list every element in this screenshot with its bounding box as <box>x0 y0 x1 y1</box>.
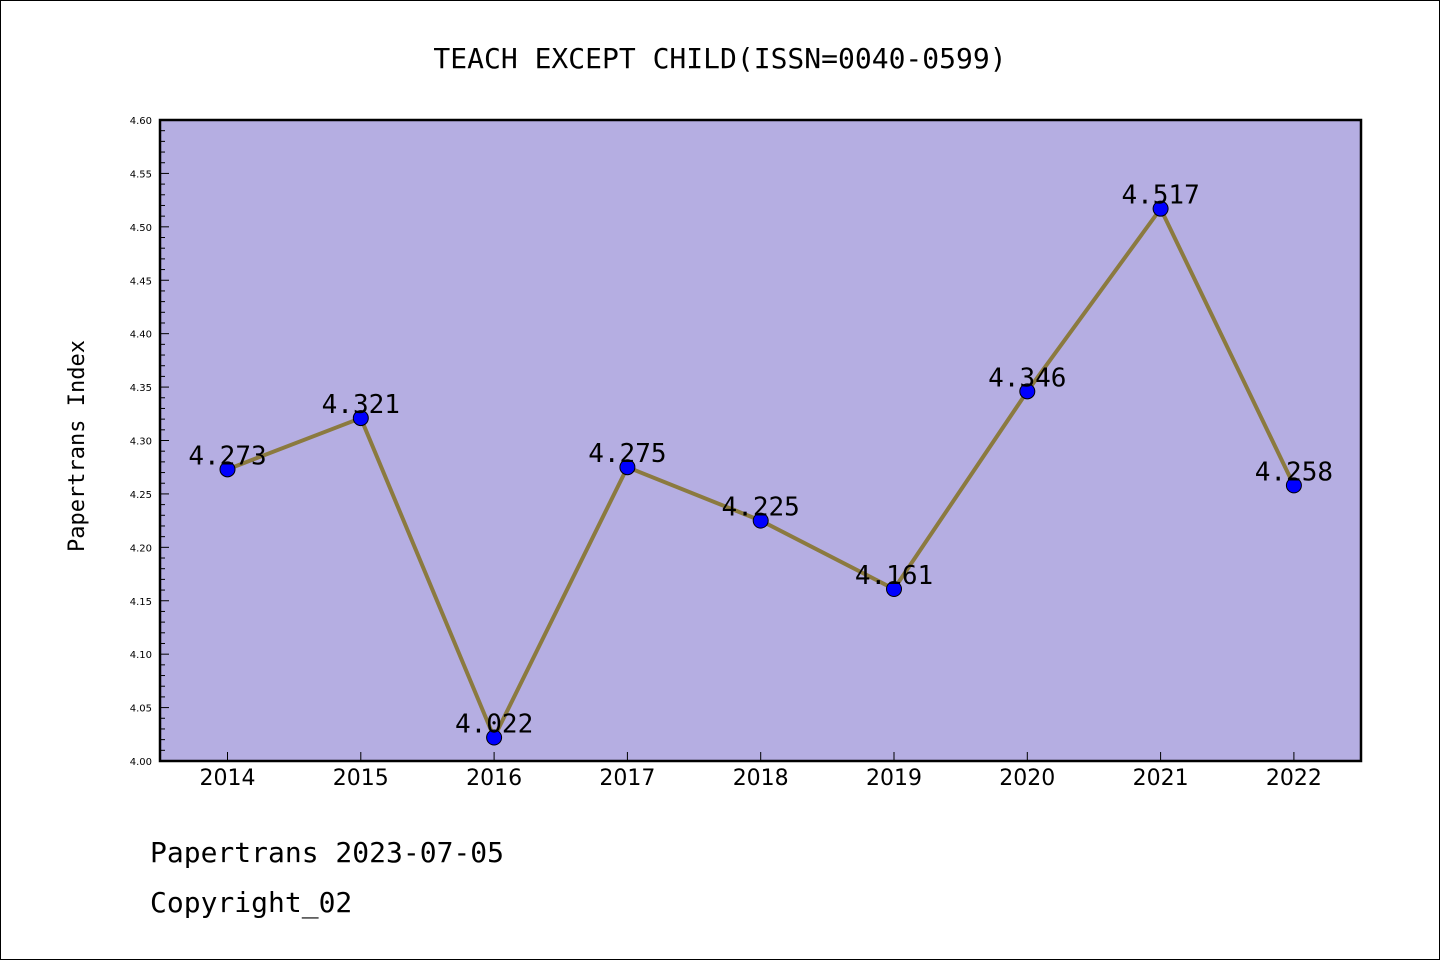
y-tick-label: 4.20 <box>130 543 152 554</box>
data-point <box>1019 383 1036 400</box>
y-tick-label: 4.35 <box>130 383 152 394</box>
data-point <box>219 461 236 478</box>
x-tick-label: 2021 <box>1133 766 1189 791</box>
data-point <box>1152 200 1169 217</box>
y-tick-label: 4.45 <box>130 276 152 287</box>
data-point <box>886 580 902 597</box>
y-tick-label: 4.00 <box>130 757 152 768</box>
data-label: 4.161 <box>855 561 933 591</box>
y-tick-label: 4.55 <box>130 169 152 180</box>
data-label: 4.321 <box>322 390 400 420</box>
x-axis-ticks: 2014 2015 2016 2017 2018 2019 2020 2021 2022 <box>200 752 1322 791</box>
data-label: 4.346 <box>988 363 1066 393</box>
y-tick-label: 4.40 <box>130 330 152 341</box>
x-tick-label: 2019 <box>866 766 922 791</box>
data-point <box>619 459 636 476</box>
x-tick-label: 2018 <box>733 766 789 791</box>
y-tick-label: 4.50 <box>130 223 152 234</box>
y-tick-label: 4.10 <box>130 650 152 661</box>
data-label: 4.517 <box>1121 181 1199 211</box>
footer-date: Papertrans 2023-07-05 <box>150 836 505 869</box>
y-tick-label: 4.05 <box>130 704 152 715</box>
y-tick-label: 4.25 <box>130 490 152 501</box>
data-point <box>486 729 503 746</box>
y-axis-label: Papertrans Index <box>65 340 90 552</box>
y-tick-label: 4.30 <box>130 437 152 448</box>
plot-area <box>160 120 1361 761</box>
x-tick-label: 2015 <box>333 766 389 791</box>
x-tick-label: 2020 <box>999 766 1055 791</box>
data-point <box>352 410 369 427</box>
data-label: 4.275 <box>588 439 666 469</box>
y-tick-label: 4.60 <box>130 116 152 127</box>
data-labels: 4.273 4.321 4.022 4.275 4.225 4.161 4.346 4.517… <box>188 181 1333 740</box>
data-point <box>752 512 769 529</box>
footer-copyright: Copyright_02 <box>150 886 353 919</box>
data-label: 4.258 <box>1255 457 1333 487</box>
x-tick-label: 2022 <box>1266 766 1322 791</box>
plot-border <box>158 118 1363 763</box>
data-label: 4.225 <box>722 493 800 523</box>
x-tick-label: 2014 <box>200 766 256 791</box>
x-tick-label: 2017 <box>599 766 655 791</box>
data-label: 4.022 <box>455 709 533 739</box>
data-label: 4.273 <box>188 441 266 471</box>
data-markers <box>219 200 1302 746</box>
y-tick-label: 4.15 <box>130 597 152 608</box>
chart-title: TEACH EXCEPT CHILD(ISSN=0040-0599) <box>433 42 1006 75</box>
data-point <box>1285 477 1302 494</box>
x-tick-label: 2016 <box>466 766 522 791</box>
